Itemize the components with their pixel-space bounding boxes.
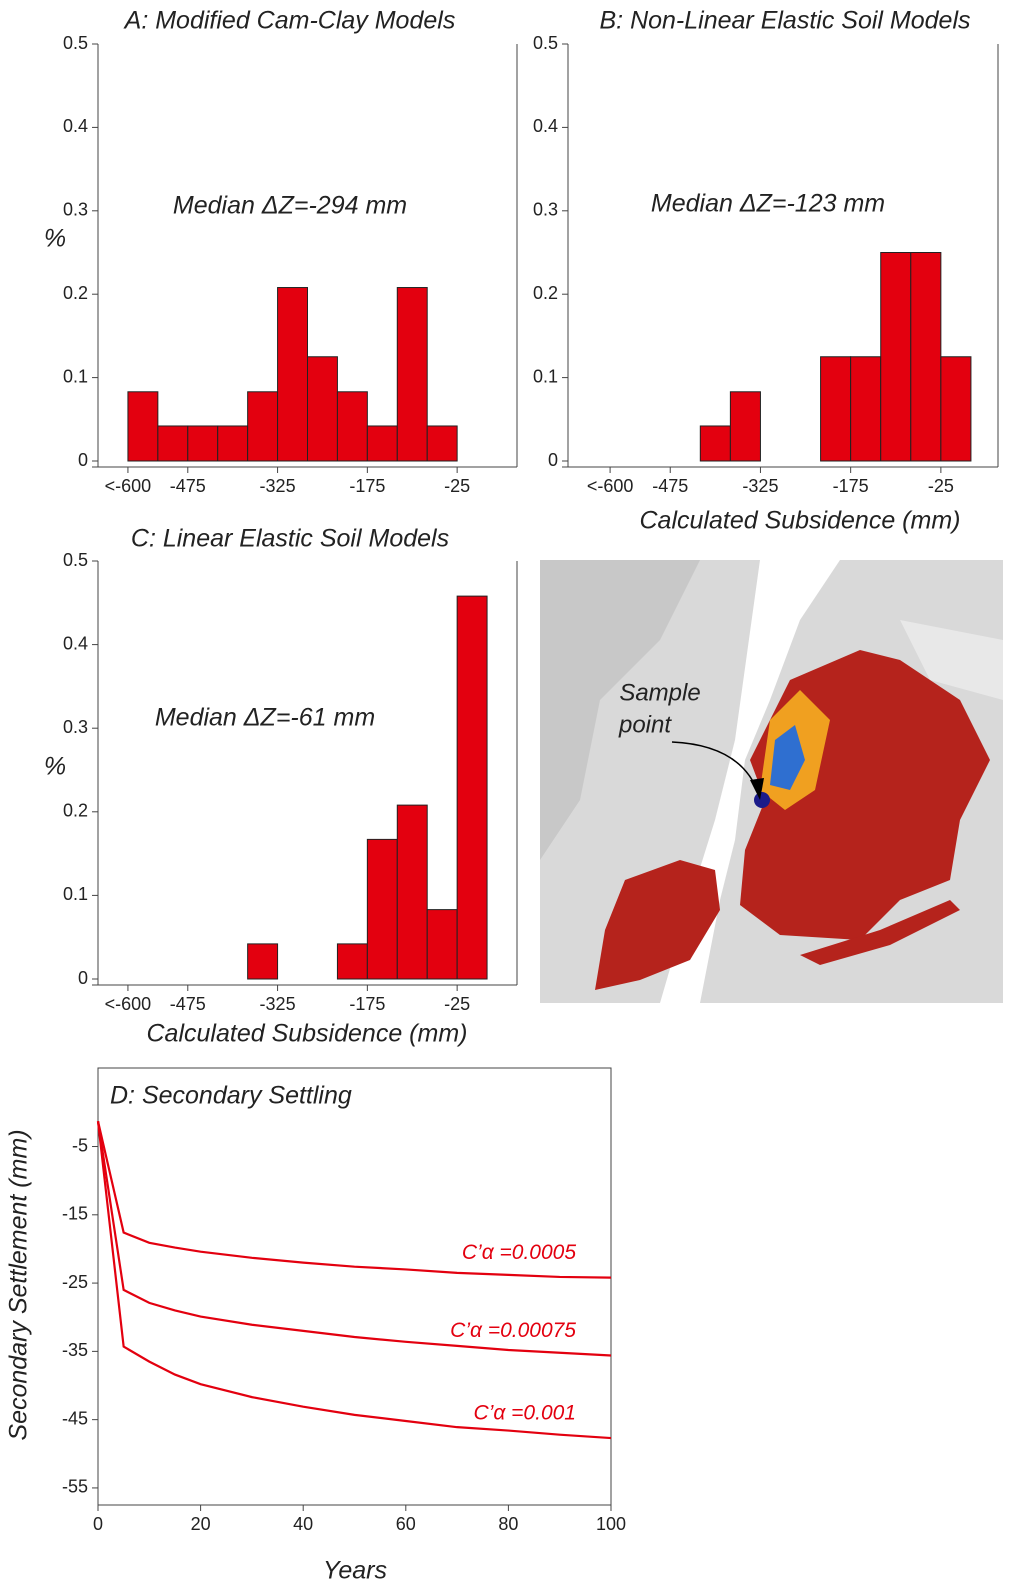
- x-tick-label: -475: [652, 476, 688, 496]
- x-tick-label: -325: [742, 476, 778, 496]
- y-tick-label: 0.3: [63, 200, 88, 220]
- x-axis-label: Calculated Subsidence (mm): [640, 507, 961, 535]
- y-axis-label: %: [44, 753, 66, 781]
- y-tick-label: 0.2: [63, 801, 88, 821]
- chart: -5 -15 -25 -35 -45 -550 20 40 60 80 100 D: Secondar…: [5, 1068, 626, 1585]
- bar: [427, 910, 457, 979]
- x-tick-label: -175: [349, 476, 385, 496]
- y-axis-label: Secondary Settlement (mm): [5, 1129, 33, 1440]
- bar: [337, 392, 367, 461]
- bar: [457, 596, 487, 979]
- sample-point: [754, 792, 770, 808]
- y-tick-label: 0.2: [533, 283, 558, 303]
- x-tick-label: -25: [444, 476, 470, 496]
- map-label: point: [618, 711, 672, 738]
- x-tick-label: -475: [170, 476, 206, 496]
- chart-title: B: Non-Linear Elastic Soil Models: [600, 7, 971, 35]
- bar: [941, 357, 971, 461]
- figure: Sample point 0 0.1 0.2 0.3 0.4 0.5 <-600 -475 -3…: [0, 0, 1015, 1586]
- chart: 0 0.1 0.2 0.3 0.4 0.5 <-600 -475 -325 -175 -25 B: N…: [533, 7, 998, 535]
- x-tick-label: -325: [260, 476, 296, 496]
- bar: [427, 426, 457, 461]
- x-tick-label: -325: [260, 994, 296, 1014]
- bar: [911, 253, 941, 462]
- x-tick-label: 80: [498, 1514, 518, 1534]
- plot-frame: [98, 1068, 611, 1505]
- chart-title: C: Linear Elastic Soil Models: [131, 525, 449, 553]
- bar: [397, 805, 427, 979]
- y-tick-label: -15: [62, 1204, 88, 1224]
- bar: [821, 357, 851, 461]
- y-tick-label: 0: [548, 450, 558, 470]
- y-tick-label: 0.1: [533, 366, 558, 386]
- y-tick-label: 0.5: [63, 33, 88, 53]
- x-tick-label: <-600: [587, 476, 634, 496]
- y-tick-label: -35: [62, 1340, 88, 1360]
- bar: [851, 357, 881, 461]
- bar: [248, 392, 278, 461]
- x-tick-label: -25: [928, 476, 954, 496]
- x-tick-label: 60: [396, 1514, 416, 1534]
- series-label: C’α =0.001: [474, 1402, 576, 1425]
- annotation: Median ΔZ=-294 mm: [173, 192, 407, 220]
- y-tick-label: 0: [78, 450, 88, 470]
- y-tick-label: 0: [78, 968, 88, 988]
- chart: 0 0.1 0.2 0.3 0.4 0.5 <-600 -475 -325 -175 -25 A: M…: [44, 7, 517, 496]
- y-tick-label: 0.5: [533, 33, 558, 53]
- y-tick-label: 0.1: [63, 884, 88, 904]
- map: Sample point: [540, 560, 1003, 1003]
- y-tick-label: -55: [62, 1477, 88, 1497]
- bar: [188, 426, 218, 461]
- y-tick-label: 0.3: [533, 200, 558, 220]
- chart-title: D: Secondary Settling: [110, 1082, 352, 1110]
- series-label: C’α =0.00075: [450, 1319, 576, 1342]
- y-tick-label: 0.1: [63, 366, 88, 386]
- map-label: Sample: [619, 679, 700, 706]
- y-tick-label: 0.4: [63, 116, 88, 136]
- x-tick-label: -25: [444, 994, 470, 1014]
- bar: [337, 944, 367, 979]
- bar: [248, 944, 278, 979]
- y-axis-label: %: [44, 225, 66, 253]
- annotation: Median ΔZ=-123 mm: [651, 190, 885, 218]
- y-tick-label: -5: [72, 1135, 88, 1155]
- x-tick-label: -475: [170, 994, 206, 1014]
- x-axis-label: Calculated Subsidence (mm): [147, 1020, 468, 1048]
- bar: [881, 253, 911, 462]
- x-tick-label: 100: [596, 1514, 626, 1534]
- y-tick-label: -25: [62, 1272, 88, 1292]
- series-label: C’α =0.0005: [462, 1241, 576, 1264]
- annotation: Median ΔZ=-61 mm: [155, 704, 375, 732]
- line: [98, 1121, 611, 1438]
- x-tick-label: 20: [191, 1514, 211, 1534]
- x-tick-label: 0: [93, 1514, 103, 1534]
- y-tick-label: 0.5: [63, 550, 88, 570]
- x-tick-label: <-600: [105, 476, 152, 496]
- chart-title: A: Modified Cam-Clay Models: [123, 7, 456, 35]
- bar: [700, 426, 730, 461]
- y-tick-label: 0.3: [63, 717, 88, 737]
- bar: [278, 288, 308, 461]
- y-tick-label: -45: [62, 1408, 88, 1428]
- x-axis-label: Years: [323, 1557, 387, 1585]
- y-tick-label: 0.2: [63, 283, 88, 303]
- chart: 0 0.1 0.2 0.3 0.4 0.5 <-600 -475 -325 -175 -25 C: L…: [44, 525, 517, 1048]
- bar: [308, 357, 338, 461]
- bar: [367, 839, 397, 979]
- x-tick-label: <-600: [105, 994, 152, 1014]
- bar: [218, 426, 248, 461]
- bar: [367, 426, 397, 461]
- y-tick-label: 0.4: [533, 116, 558, 136]
- bar: [158, 426, 188, 461]
- y-tick-label: 0.4: [63, 633, 88, 653]
- bar: [397, 288, 427, 461]
- bar: [730, 392, 760, 461]
- x-tick-label: -175: [833, 476, 869, 496]
- bar: [128, 392, 158, 461]
- x-tick-label: -175: [349, 994, 385, 1014]
- x-tick-label: 40: [293, 1514, 313, 1534]
